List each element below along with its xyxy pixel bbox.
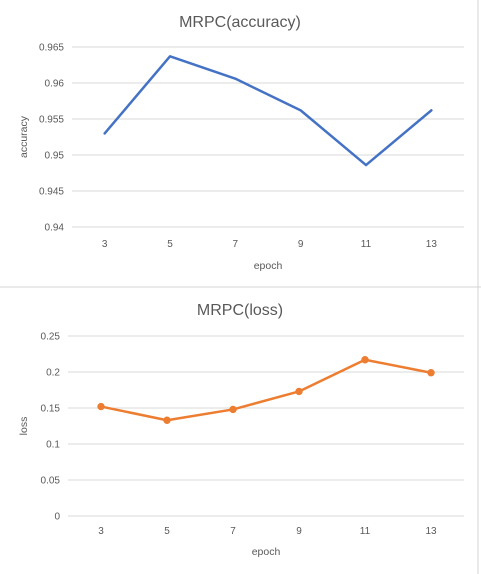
loss-x-tick-label: 3 (98, 526, 104, 537)
accuracy-x-tick-label: 7 (233, 239, 239, 250)
loss-data-point (427, 369, 435, 377)
accuracy-chart-title: MRPC(accuracy) (179, 14, 301, 31)
loss-data-point (163, 416, 171, 424)
accuracy-x-tick-label: 5 (167, 239, 173, 250)
loss-x-tick-label: 13 (425, 526, 437, 537)
loss-x-tick-label: 7 (230, 526, 236, 537)
accuracy-series-line (103, 55, 433, 167)
accuracy-y-tick-label: 0.945 (39, 187, 64, 198)
loss-y-tick-label: 0.15 (41, 404, 61, 415)
loss-x-tick-label: 9 (296, 526, 302, 537)
accuracy-chart: MRPC(accuracy) 0.94 0.945 0.95 0.955 0.96 0.96… (18, 14, 464, 272)
loss-y-tick-label: 0.25 (41, 332, 61, 343)
loss-x-tick-label: 11 (360, 526, 371, 537)
loss-data-point (229, 405, 237, 414)
accuracy-x-tick-label: 9 (298, 239, 304, 250)
accuracy-x-tick-label: 13 (426, 239, 438, 250)
accuracy-y-tick-label: 0.94 (45, 223, 65, 234)
accuracy-y-axis-title: accuracy (18, 115, 30, 158)
loss-chart-title: MRPC(loss) (197, 302, 283, 319)
accuracy-x-tick-label: 11 (361, 239, 372, 250)
loss-y-tick-label: 0 (54, 512, 60, 523)
accuracy-y-tick-label: 0.95 (45, 151, 65, 162)
loss-y-axis-title: loss (18, 417, 30, 436)
loss-x-tick-label: 5 (164, 526, 170, 537)
loss-data-point (361, 356, 369, 364)
accuracy-y-tick-label: 0.96 (45, 79, 65, 90)
loss-data-point (97, 402, 105, 411)
loss-chart: MRPC(loss) 0 0.05 0.1 0.15 0.2 0.25 3 5 7 9 11 13 epo… (18, 302, 464, 558)
loss-data-point (295, 387, 303, 396)
loss-series-line (99, 358, 433, 422)
loss-x-axis-title: epoch (252, 546, 281, 558)
loss-y-tick-label: 0.05 (41, 476, 61, 487)
loss-y-tick-label: 0.1 (46, 440, 60, 451)
accuracy-x-tick-label: 3 (102, 239, 108, 250)
accuracy-y-tick-label: 0.955 (39, 115, 64, 126)
accuracy-y-tick-label: 0.965 (39, 43, 64, 54)
loss-y-tick-label: 0.2 (46, 368, 60, 379)
accuracy-x-axis-title: epoch (254, 260, 283, 272)
